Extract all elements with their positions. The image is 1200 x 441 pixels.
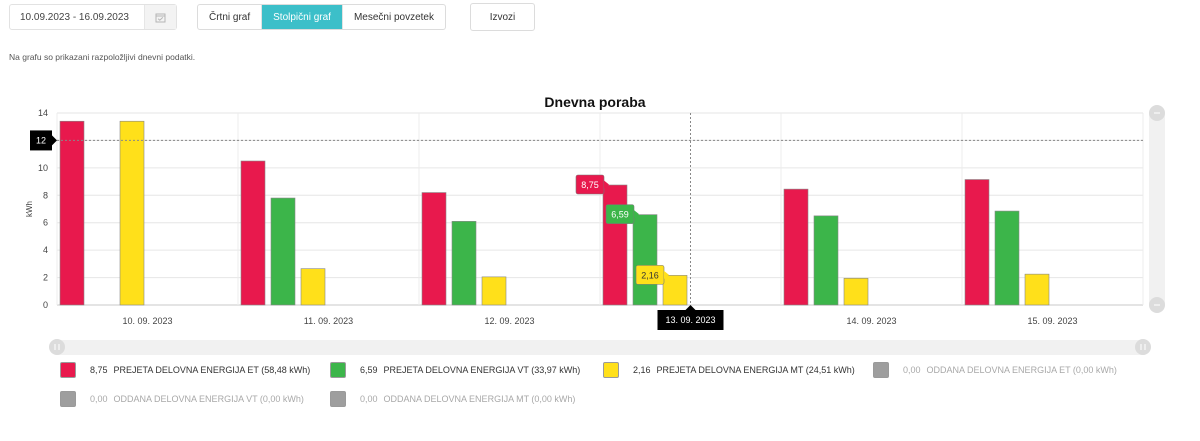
horizontal-zoom-handle-left	[49, 339, 65, 355]
legend-swatch	[60, 362, 76, 378]
bar-1-3	[421, 192, 447, 306]
legend-item[interactable]: 0,00 ODDANA DELOVNA ENERGIJA MT (0,00 kWh…	[330, 391, 575, 407]
legend-label: ODDANA DELOVNA ENERGIJA ET (0,00 kWh)	[926, 365, 1117, 375]
legend-item[interactable]: 6,59 PREJETA DELOVNA ENERGIJA VT (33,97 k…	[330, 362, 580, 378]
calendar-icon[interactable]	[144, 5, 176, 29]
legend-label: PREJETA DELOVNA ENERGIJA VT (33,97 kWh)	[383, 365, 581, 375]
chart-title: Dnevna poraba	[544, 94, 645, 110]
crosshair-y-label-box	[30, 130, 52, 151]
bar-chart-button[interactable]: Stolpični graf	[262, 5, 343, 29]
legend-label: ODDANA DELOVNA ENERGIJA MT (0,00 kWh)	[383, 394, 576, 404]
info-text: Na grafu so prikazani razpoložljivi dnev…	[9, 52, 196, 62]
y-tick-label: 8	[43, 190, 48, 200]
bar-3-2	[300, 268, 326, 306]
daily-consumption-chart: Dnevna poraba 0 2 4 6 8 10 12 14 kWh 10. 09. 2023 1…	[25, 94, 1165, 355]
legend-value: 0,00	[90, 394, 108, 404]
line-chart-button[interactable]: Črtni graf	[198, 5, 263, 29]
legend-value: 6,59	[360, 365, 378, 375]
chart-type-toggle: Črtni graf Stolpični graf Mesečni povzet…	[197, 4, 446, 30]
legend-value: 2,16	[633, 365, 651, 375]
crosshair-y-label-arrow	[52, 135, 57, 146]
bar-2-4	[632, 214, 658, 306]
bar-1-2	[240, 160, 266, 306]
legend-item[interactable]: 8,75 PREJETA DELOVNA ENERGIJA ET (58,48 k…	[60, 362, 310, 378]
y-tick-label: 0	[43, 300, 48, 310]
horizontal-zoom-handle-right	[1135, 339, 1151, 355]
bar-3-5	[843, 277, 869, 306]
tooltip-arrow	[604, 180, 609, 189]
tooltip-label: 2,16	[641, 270, 659, 280]
tooltip-arrow	[634, 210, 639, 219]
legend-swatch	[873, 362, 889, 378]
crosshair-x-label-arrow	[685, 305, 696, 310]
bar-2-2	[270, 197, 296, 306]
bar-3-6	[1024, 273, 1050, 306]
legend-value: 0,00	[360, 394, 378, 404]
legend-item[interactable]: 0,00 ODDANA DELOVNA ENERGIJA ET (0,00 kWh…	[873, 362, 1117, 378]
monthly-summary-button[interactable]: Mesečni povzetek	[353, 11, 434, 23]
legend-item[interactable]: 2,16 PREJETA DELOVNA ENERGIJA MT (24,51 k…	[603, 362, 855, 378]
crosshair-x-label-box	[657, 310, 724, 330]
tooltip-label: 6,59	[611, 210, 629, 220]
bar-2-6	[994, 210, 1020, 306]
vertical-zoom-track	[1149, 113, 1165, 305]
bar-3-4	[662, 275, 688, 306]
tooltip-arrow	[664, 270, 669, 279]
legend-item[interactable]: 0,00 ODDANA DELOVNA ENERGIJA VT (0,00 kWh…	[60, 391, 304, 407]
y-tick-label: 4	[43, 245, 48, 255]
y-tick-label: 6	[43, 218, 48, 228]
export-button[interactable]: Izvozi	[470, 3, 535, 31]
legend-label: PREJETA DELOVNA ENERGIJA MT (24,51 kWh)	[656, 365, 855, 375]
date-range-text: 10.09.2023 - 16.09.2023	[20, 11, 129, 23]
legend-swatch	[330, 391, 346, 407]
bar-1-6	[964, 179, 990, 306]
bar-1-5	[783, 188, 809, 306]
x-tick-label: 10. 09. 2023	[122, 316, 172, 326]
y-axis-label: kWh	[25, 201, 34, 217]
x-tick-label: 12. 09. 2023	[484, 316, 534, 326]
bar-3-3	[481, 276, 507, 306]
legend-value: 8,75	[90, 365, 108, 375]
legend-label: PREJETA DELOVNA ENERGIJA ET (58,48 kWh)	[113, 365, 311, 375]
horizontal-zoom-track	[57, 340, 1143, 355]
crosshair-y-label: 12	[36, 135, 46, 145]
bar-2-5	[813, 215, 839, 306]
legend-label: ODDANA DELOVNA ENERGIJA VT (0,00 kWh)	[113, 394, 304, 404]
y-tick-label: 10	[38, 163, 48, 173]
bar-1-1	[59, 120, 85, 306]
x-tick-label: 14. 09. 2023	[846, 316, 896, 326]
tooltip-label: 8,75	[581, 180, 599, 190]
y-tick-label: 2	[43, 273, 48, 283]
legend-swatch	[60, 391, 76, 407]
x-tick-label: 11. 09. 2023	[304, 316, 353, 326]
legend-swatch	[330, 362, 346, 378]
date-range-picker[interactable]: 10.09.2023 - 16.09.2023	[9, 4, 177, 30]
bar-2-3	[451, 221, 477, 306]
bar-1-4	[602, 184, 628, 306]
x-tick-label: 15. 09. 2023	[1027, 316, 1077, 326]
y-tick-label: 14	[38, 108, 48, 118]
legend-value: 0,00	[903, 365, 921, 375]
bar-3-1	[119, 120, 145, 306]
crosshair-x-label: 13. 09. 2023	[665, 315, 715, 325]
legend-swatch	[603, 362, 619, 378]
